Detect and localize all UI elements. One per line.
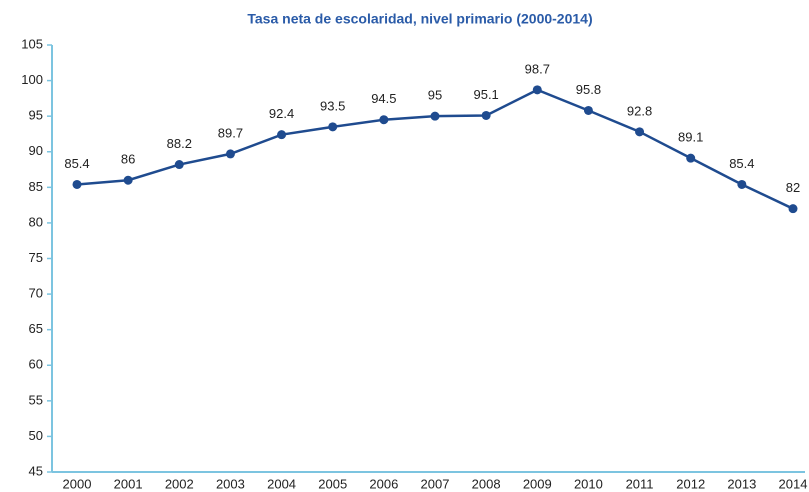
- data-point: [72, 179, 82, 189]
- x-tick-label: 2002: [165, 476, 194, 491]
- data-label: 89.7: [218, 125, 243, 140]
- data-point: [328, 122, 338, 132]
- x-tick-label: 2012: [676, 476, 705, 491]
- data-label: 92.8: [627, 103, 652, 118]
- x-tick-label: 2008: [472, 476, 501, 491]
- data-point: [583, 105, 593, 115]
- y-tick-label: 65: [29, 321, 43, 336]
- data-point: [635, 127, 645, 137]
- y-tick-label: 105: [21, 36, 43, 51]
- y-tick-label: 85: [29, 179, 43, 194]
- y-tick-label: 45: [29, 463, 43, 478]
- x-tick-label: 2003: [216, 476, 245, 491]
- y-tick-label: 75: [29, 250, 43, 265]
- data-point: [174, 160, 184, 170]
- data-point: [277, 130, 287, 140]
- data-label: 94.5: [371, 91, 396, 106]
- y-tick-label: 90: [29, 143, 43, 158]
- y-tick-label: 50: [29, 428, 43, 443]
- x-tick-label: 2005: [318, 476, 347, 491]
- x-tick-label: 2007: [421, 476, 450, 491]
- data-label: 82: [786, 180, 800, 195]
- y-tick-label: 60: [29, 357, 43, 372]
- data-label: 86: [121, 152, 135, 167]
- data-label: 89.1: [678, 130, 703, 145]
- y-tick-label: 95: [29, 108, 43, 123]
- y-tick-label: 100: [21, 72, 43, 87]
- data-point: [123, 175, 133, 185]
- y-tick-label: 80: [29, 214, 43, 229]
- data-label: 85.4: [64, 156, 89, 171]
- data-label: 95.1: [473, 87, 498, 102]
- data-label: 93.5: [320, 98, 345, 113]
- data-label: 85.4: [729, 156, 754, 171]
- x-tick-label: 2014: [779, 476, 808, 491]
- data-label: 92.4: [269, 106, 294, 121]
- x-tick-label: 2011: [626, 476, 654, 491]
- data-point: [737, 179, 747, 189]
- x-tick-label: 2013: [727, 476, 756, 491]
- data-point: [379, 115, 389, 125]
- y-tick-label: 55: [29, 392, 43, 407]
- data-point: [788, 204, 798, 214]
- x-tick-label: 2000: [63, 476, 92, 491]
- y-tick-label: 70: [29, 286, 43, 301]
- data-point: [481, 110, 491, 120]
- data-point: [532, 85, 542, 95]
- data-point: [430, 111, 440, 121]
- data-point: [686, 153, 696, 163]
- data-label: 88.2: [167, 136, 192, 151]
- x-tick-label: 2001: [114, 476, 143, 491]
- data-label: 98.7: [525, 61, 550, 76]
- data-label: 95.8: [576, 82, 601, 97]
- data-label: 95: [428, 88, 442, 103]
- x-tick-label: 2010: [574, 476, 603, 491]
- data-point: [225, 149, 235, 159]
- x-tick-label: 2004: [267, 476, 296, 491]
- chart-title: Tasa neta de escolaridad, nivel primario…: [247, 11, 592, 27]
- x-tick-label: 2009: [523, 476, 552, 491]
- x-tick-label: 2006: [369, 476, 398, 491]
